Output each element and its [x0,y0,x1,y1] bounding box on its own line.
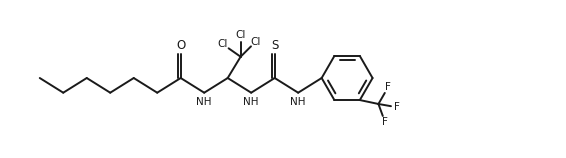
Text: F: F [382,117,388,127]
Text: F: F [385,82,391,92]
Text: NH: NH [290,97,306,107]
Text: Cl: Cl [218,39,228,49]
Text: Cl: Cl [235,30,246,40]
Text: O: O [176,39,185,52]
Text: S: S [271,39,278,52]
Text: NH: NH [196,97,212,107]
Text: F: F [395,102,400,112]
Text: Cl: Cl [251,36,261,46]
Text: NH: NH [243,97,259,107]
